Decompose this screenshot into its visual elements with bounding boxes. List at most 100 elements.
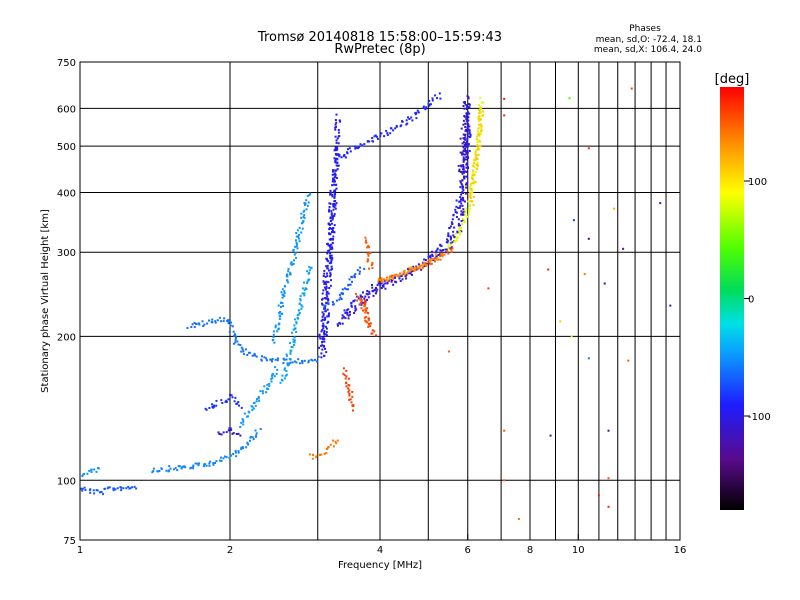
- data-point: [385, 276, 388, 279]
- data-point: [323, 452, 326, 455]
- data-point: [280, 301, 283, 304]
- data-point: [327, 244, 330, 247]
- data-point: [192, 467, 194, 470]
- data-point: [373, 330, 376, 333]
- x-tick-label: 16: [674, 545, 687, 556]
- data-point: [424, 259, 427, 261]
- data-point: [419, 267, 422, 270]
- data-point: [347, 317, 350, 320]
- data-point: [461, 196, 464, 199]
- data-point: [332, 235, 335, 238]
- data-point: [293, 344, 296, 346]
- data-point: [277, 327, 280, 330]
- data-point: [268, 385, 271, 388]
- data-point: [466, 166, 469, 169]
- data-point: [307, 201, 310, 204]
- data-point: [479, 140, 482, 143]
- data-point: [366, 140, 369, 143]
- data-point: [440, 253, 443, 256]
- data-point: [324, 310, 327, 313]
- data-point: [301, 222, 303, 225]
- data-point: [630, 87, 633, 90]
- data-point: [466, 123, 469, 125]
- x-axis-label: Frequency [MHz]: [338, 560, 422, 571]
- data-point: [329, 251, 332, 254]
- data-point: [271, 360, 273, 363]
- x-tick-label: 6: [465, 545, 471, 556]
- data-point: [461, 187, 464, 190]
- data-point: [345, 385, 348, 388]
- data-point: [343, 316, 345, 319]
- data-point: [465, 108, 468, 111]
- data-point: [391, 276, 394, 279]
- data-point: [326, 259, 329, 262]
- data-point: [466, 126, 469, 129]
- data-point: [357, 147, 360, 150]
- data-point: [356, 295, 359, 298]
- data-point: [157, 470, 160, 473]
- data-point: [458, 168, 461, 171]
- data-point: [386, 134, 389, 136]
- data-point: [446, 241, 449, 244]
- data-point: [476, 164, 479, 167]
- data-point: [261, 355, 263, 358]
- data-point: [196, 462, 199, 465]
- data-point: [285, 275, 288, 278]
- colorbar-gradient: [720, 87, 744, 510]
- data-point: [467, 97, 470, 100]
- data-point: [568, 97, 571, 100]
- data-point: [239, 434, 242, 437]
- data-point: [401, 273, 404, 276]
- data-point: [346, 152, 349, 155]
- data-point: [403, 273, 406, 276]
- data-point: [413, 270, 416, 272]
- data-point: [463, 219, 466, 222]
- data-point: [479, 96, 482, 99]
- data-point: [429, 256, 432, 259]
- data-point: [460, 230, 463, 233]
- data-point: [120, 489, 123, 492]
- data-point: [303, 292, 306, 295]
- data-point: [471, 200, 474, 203]
- data-point: [293, 336, 296, 339]
- data-point: [288, 342, 291, 345]
- data-point: [290, 345, 293, 348]
- data-point: [305, 208, 308, 211]
- data-point: [388, 278, 391, 281]
- data-point: [261, 390, 264, 393]
- data-point: [116, 487, 119, 490]
- data-point: [108, 486, 111, 489]
- data-point: [297, 233, 300, 236]
- data-point: [323, 319, 326, 321]
- data-point: [368, 267, 370, 270]
- data-point: [371, 261, 374, 264]
- data-point: [460, 127, 463, 130]
- data-point: [125, 487, 128, 490]
- data-point: [351, 390, 354, 393]
- data-point: [184, 466, 187, 469]
- data-point: [455, 239, 458, 242]
- data-point: [294, 251, 297, 254]
- data-point: [332, 177, 334, 180]
- data-point: [331, 184, 334, 187]
- data-point: [254, 429, 257, 432]
- data-point: [335, 139, 338, 142]
- data-point: [344, 311, 347, 314]
- data-point: [330, 265, 333, 268]
- data-point: [464, 192, 467, 195]
- data-point: [247, 443, 250, 446]
- data-point: [334, 153, 337, 155]
- data-point: [328, 262, 331, 265]
- data-point: [328, 202, 331, 205]
- y-tick-label: 300: [57, 248, 76, 259]
- data-point: [321, 344, 324, 347]
- data-point: [466, 151, 469, 154]
- data-point: [460, 164, 462, 167]
- data-point: [463, 153, 466, 156]
- data-point: [344, 317, 347, 320]
- y-tick-label: 75: [63, 536, 76, 547]
- data-point: [321, 302, 323, 305]
- data-point: [335, 442, 338, 445]
- data-point: [329, 223, 332, 226]
- data-point: [340, 298, 343, 300]
